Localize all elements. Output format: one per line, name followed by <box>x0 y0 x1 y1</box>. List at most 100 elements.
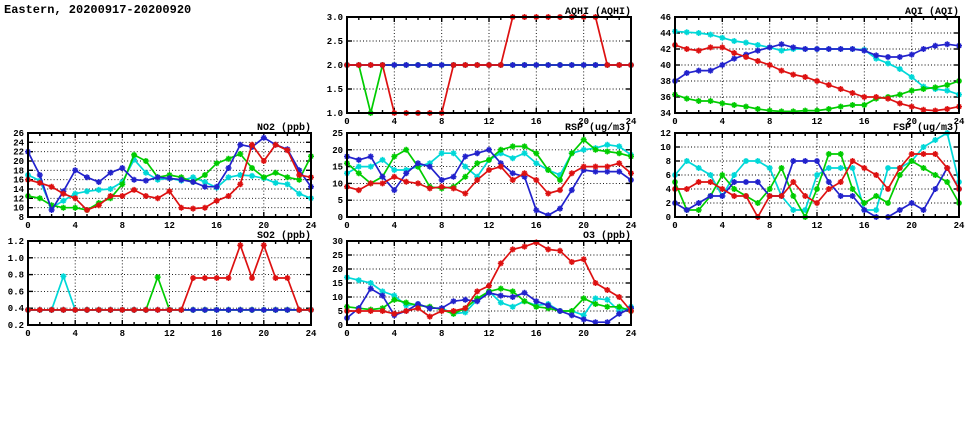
no2-ytick-label: 22 <box>13 148 24 158</box>
plot-frame-aqhi <box>346 16 632 114</box>
rsp-xtick-label: 12 <box>484 221 495 231</box>
no2-xtick-label: 0 <box>25 221 30 231</box>
no2-xtick-label: 12 <box>164 221 175 231</box>
o3-xtick-label: 12 <box>484 329 495 339</box>
no2-ytick-label: 8 <box>19 213 24 223</box>
fsp-ytick-label: 6 <box>666 171 671 181</box>
chart-so2: 0.2 0.4 0.6 0.8 1.0 1.2 0 4 8 12 16 20 24 SO2 (ppb) <box>8 230 317 339</box>
rsp-ytick-label: 10 <box>332 179 343 189</box>
so2-xtick-label: 8 <box>120 329 125 339</box>
no2-ytick-label: 20 <box>13 157 24 167</box>
o3-ytick-label: 10 <box>332 293 343 303</box>
fsp-xtick-label: 8 <box>767 221 772 231</box>
chart-title-o3: O3 (ppb) <box>583 230 631 242</box>
chart-aqhi: 1.0 1.5 2.0 2.5 3.0 0 4 8 12 16 20 24 AQHI (AQHI) <box>327 6 637 127</box>
aqhi-xtick-label: 16 <box>531 117 542 127</box>
no2-xtick-label: 16 <box>211 221 222 231</box>
o3-xtick-label: 16 <box>531 329 542 339</box>
axis-labels-o3: 0 5 10 15 20 25 30 0 4 8 12 16 20 24 <box>332 237 637 339</box>
aqi-ytick-label: 36 <box>660 93 671 103</box>
no2-ytick-label: 12 <box>13 194 24 204</box>
aqi-xtick-label: 24 <box>954 117 965 127</box>
no2-xtick-label: 8 <box>120 221 125 231</box>
aqhi-xtick-label: 0 <box>344 117 349 127</box>
aqhi-xtick-label: 24 <box>626 117 637 127</box>
so2-xtick-label: 20 <box>258 329 269 339</box>
aqhi-xtick-label: 4 <box>392 117 398 127</box>
aqi-blue-series <box>672 41 962 84</box>
axis-labels-so2: 0.2 0.4 0.6 0.8 1.0 1.2 0 4 8 12 16 20 24 <box>8 237 317 339</box>
axis-labels-rsp: 0 5 10 15 20 25 0 4 8 12 16 20 24 <box>332 129 637 231</box>
o3-xtick-label: 20 <box>578 329 589 339</box>
aqi-xtick-label: 0 <box>672 117 677 127</box>
aqhi-ytick-label: 1.5 <box>327 85 343 95</box>
o3-xtick-label: 4 <box>392 329 398 339</box>
aqi-ytick-label: 34 <box>660 109 671 119</box>
aqhi-ytick-label: 1.0 <box>327 109 343 119</box>
rsp-xtick-label: 20 <box>578 221 589 231</box>
o3-xtick-label: 8 <box>439 329 444 339</box>
aqi-ytick-label: 46 <box>660 13 671 23</box>
chart-title-aqi: AQI (AQI) <box>905 6 959 18</box>
axis-labels-aqhi: 1.0 1.5 2.0 2.5 3.0 0 4 8 12 16 20 24 <box>327 13 637 127</box>
rsp-ytick-label: 5 <box>338 196 343 206</box>
no2-red-series <box>25 141 314 213</box>
plot-frame-aqi <box>674 16 960 114</box>
aqi-xtick-label: 20 <box>906 117 917 127</box>
aqhi-ytick-label: 2.0 <box>327 61 343 71</box>
fsp-xtick-label: 0 <box>672 221 677 231</box>
fsp-xtick-label: 16 <box>859 221 870 231</box>
chart-title-so2: SO2 (ppb) <box>257 230 311 242</box>
aqi-ytick-label: 44 <box>660 29 671 39</box>
o3-xtick-label: 24 <box>626 329 637 339</box>
o3-ytick-label: 5 <box>338 307 343 317</box>
fsp-ytick-label: 0 <box>666 213 671 223</box>
no2-ytick-label: 24 <box>13 138 24 148</box>
o3-ytick-label: 30 <box>332 237 343 247</box>
aqi-cyan-series-markers <box>672 28 962 98</box>
rsp-ytick-label: 20 <box>332 146 343 156</box>
no2-xtick-label: 24 <box>306 221 317 231</box>
fsp-ytick-label: 10 <box>660 143 671 153</box>
chart-rsp: 0 5 10 15 20 25 0 4 8 12 16 20 24 RSP (ug/m3) <box>332 122 637 231</box>
chart-title-aqhi: AQHI (AQHI) <box>565 6 631 18</box>
so2-ytick-label: 1.0 <box>8 254 24 264</box>
fsp-xtick-label: 4 <box>720 221 726 231</box>
o3-ytick-label: 0 <box>338 321 343 331</box>
so2-xtick-label: 0 <box>25 329 30 339</box>
rsp-xtick-label: 4 <box>392 221 398 231</box>
so2-xtick-label: 16 <box>211 329 222 339</box>
page-title: Eastern, 20200917-20200920 <box>4 3 192 17</box>
no2-xtick-label: 4 <box>72 221 78 231</box>
rsp-ytick-label: 0 <box>338 213 343 223</box>
o3-red-series <box>344 239 634 320</box>
o3-xtick-label: 0 <box>344 329 349 339</box>
no2-ytick-label: 10 <box>13 204 24 214</box>
aqi-cyan-series <box>672 28 962 98</box>
so2-xtick-label: 12 <box>164 329 175 339</box>
plot-frame-rsp <box>346 132 632 218</box>
aqi-ytick-label: 42 <box>660 45 671 55</box>
rsp-ytick-label: 25 <box>332 129 343 139</box>
so2-xtick-label: 24 <box>306 329 317 339</box>
so2-xtick-label: 4 <box>72 329 78 339</box>
no2-ytick-label: 26 <box>13 129 24 139</box>
fsp-xtick-label: 12 <box>812 221 823 231</box>
aqi-xtick-label: 8 <box>767 117 772 127</box>
chart-title-no2: NO2 (ppb) <box>257 122 311 134</box>
no2-xtick-label: 20 <box>258 221 269 231</box>
no2-ytick-label: 14 <box>13 185 24 195</box>
rsp-xtick-label: 8 <box>439 221 444 231</box>
o3-ytick-label: 25 <box>332 251 343 261</box>
axis-labels-aqi: 34 36 38 40 42 44 46 0 4 8 12 16 20 24 <box>660 13 965 127</box>
plot-frame-no2 <box>27 132 312 218</box>
chart-aqi: 34 36 38 40 42 44 46 0 4 8 12 16 20 24 AQI (AQI) <box>660 6 965 127</box>
gridlines-rsp <box>347 133 631 217</box>
chart-title-rsp: RSP (ug/m3) <box>565 122 631 134</box>
aqi-red-series <box>672 42 962 114</box>
aqi-xtick-label: 12 <box>812 117 823 127</box>
